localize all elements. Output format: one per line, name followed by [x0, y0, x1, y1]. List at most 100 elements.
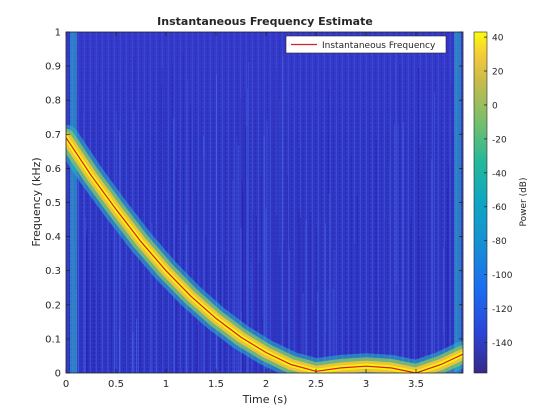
x-axis-label: Time (s)	[242, 393, 288, 406]
noise-stripe	[446, 189, 448, 373]
noise-stripe	[182, 53, 184, 373]
noise-stripe	[419, 144, 421, 373]
noise-stripe	[248, 62, 249, 373]
noise-stripe	[275, 215, 277, 373]
noise-stripe	[237, 145, 239, 373]
noise-stripe	[310, 212, 312, 373]
x-tick-label: 3.5	[408, 379, 424, 390]
legend: Instantaneous Frequency	[285, 35, 447, 54]
noise-stripe	[305, 220, 307, 373]
noise-stripe	[96, 86, 98, 373]
noise-stripe	[86, 229, 88, 373]
spectrogram-plot-area	[66, 32, 463, 373]
noise-stripe	[328, 89, 330, 373]
colorbar-tick-label: -80	[492, 237, 507, 247]
noise-stripe	[145, 185, 147, 373]
noise-stripe	[275, 68, 277, 373]
x-tick-label: 1	[163, 379, 169, 390]
noise-stripe	[232, 178, 234, 373]
legend-entry-label: Instantaneous Frequency	[322, 41, 436, 51]
x-tick-label: 2	[263, 379, 269, 390]
noise-stripe	[107, 206, 108, 373]
y-tick-label: 0.7	[45, 130, 61, 141]
noise-stripe	[66, 196, 68, 373]
chart-title: Instantaneous Frequency Estimate	[157, 15, 373, 28]
noise-stripe	[242, 191, 243, 373]
noise-stripe	[395, 57, 396, 373]
noise-stripe	[442, 248, 444, 373]
noise-stripe	[241, 179, 243, 373]
noise-stripe	[216, 307, 218, 373]
noise-stripe	[116, 129, 118, 373]
noise-stripe	[139, 148, 140, 373]
noise-stripe	[399, 65, 401, 373]
noise-stripe	[86, 234, 88, 373]
noise-stripe	[119, 130, 121, 373]
noise-stripe	[327, 311, 328, 373]
noise-stripe	[394, 124, 395, 373]
noise-stripe	[283, 240, 285, 373]
noise-stripe	[113, 208, 115, 373]
noise-stripe	[418, 67, 420, 373]
noise-stripe	[312, 305, 313, 373]
noise-stripe	[201, 303, 202, 373]
colorbar-tick-label: -140	[492, 339, 513, 349]
noise-stripe	[124, 286, 126, 373]
y-tick-label: 0.4	[45, 232, 61, 243]
noise-stripe	[88, 261, 90, 373]
noise-stripe	[345, 328, 347, 373]
noise-stripe	[216, 74, 217, 373]
noise-stripe	[160, 85, 162, 373]
noise-stripe	[83, 112, 85, 373]
noise-stripe	[317, 292, 319, 373]
noise-stripe	[247, 178, 249, 373]
noise-stripe	[384, 217, 386, 373]
y-tick-label: 0.1	[45, 334, 61, 345]
noise-stripe	[410, 217, 412, 373]
noise-stripe	[298, 209, 300, 373]
noise-stripe	[196, 190, 198, 373]
noise-stripe	[197, 325, 199, 373]
noise-stripe	[175, 234, 177, 373]
noise-stripe	[431, 159, 433, 373]
noise-stripe	[325, 223, 326, 373]
noise-stripe	[263, 136, 265, 373]
noise-stripe	[84, 217, 86, 373]
colorbar-ticks: 40 20 0 -20 -40 -60 -80 -100 -120 -140	[484, 34, 513, 349]
noise-stripe	[244, 91, 246, 373]
colorbar-label: Power (dB)	[519, 178, 529, 227]
noise-stripe	[328, 193, 330, 373]
noise-stripe	[286, 174, 288, 373]
x-axis-ticks: 0 0.5 1 1.5 2 2.5 3 3.5	[63, 32, 424, 390]
noise-stripe	[133, 322, 134, 373]
noise-stripe	[332, 288, 334, 373]
noise-stripe	[375, 138, 377, 373]
noise-stripe	[395, 283, 397, 373]
noise-stripe	[449, 109, 451, 373]
noise-stripe	[450, 82, 452, 373]
x-tick-label: 2.5	[308, 379, 324, 390]
noise-stripe	[161, 67, 163, 373]
y-axis-ticks: 0 0.1 0.2 0.3 0.4 0.5 0.6 0.7 0.8 0.9 1	[45, 28, 463, 380]
noise-stripe	[258, 262, 260, 373]
y-tick-label: 1	[55, 28, 61, 39]
x-tick-label: 0	[63, 379, 69, 390]
colorbar-tick-label: -40	[492, 169, 507, 179]
noise-stripe	[260, 176, 262, 373]
x-tick-label: 1.5	[208, 379, 224, 390]
noise-stripe	[389, 161, 391, 373]
left-edge-band	[70, 32, 77, 373]
noise-stripe	[397, 123, 399, 373]
noise-stripe	[203, 136, 205, 373]
colorbar-tick-label: 20	[492, 68, 504, 78]
noise-stripe	[421, 173, 422, 373]
y-axis-label: Frequency (kHz)	[30, 157, 43, 246]
noise-stripe	[434, 92, 435, 373]
legend-box	[285, 35, 447, 54]
noise-stripe	[120, 270, 121, 373]
colorbar: 40 20 0 -20 -40 -60 -80 -100 -120 -140 Power (dB)	[473, 31, 529, 374]
noise-stripe	[447, 162, 449, 373]
y-tick-label: 0.3	[45, 266, 61, 277]
noise-stripe	[279, 100, 281, 373]
